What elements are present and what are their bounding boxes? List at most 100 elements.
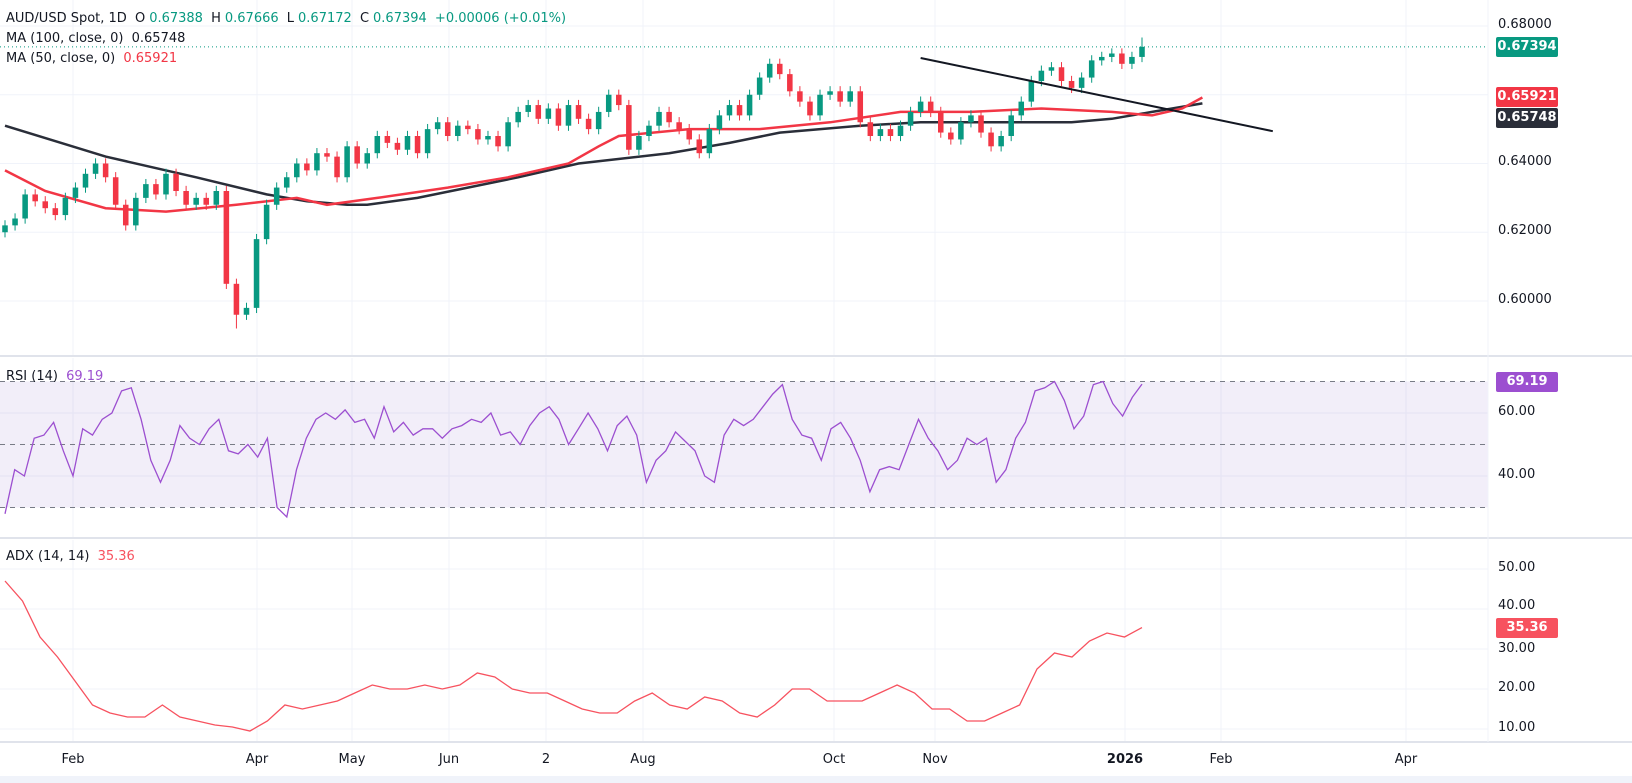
rsi-tick: 40.00: [1498, 467, 1536, 482]
ma100-value: 0.65748: [131, 31, 186, 46]
time-label: Feb: [1209, 752, 1233, 767]
candle-down: [465, 125, 471, 130]
candle-up: [143, 184, 149, 198]
adx-legend[interactable]: ADX (14, 14) 35.36: [6, 547, 139, 567]
candles: [2, 37, 1145, 329]
time-label-year: 2026: [1106, 752, 1144, 767]
candle-down: [112, 177, 119, 205]
low-value: 0.67172: [298, 11, 352, 26]
candle-down: [666, 111, 672, 123]
candle-down: [203, 197, 210, 205]
rsi-band: [0, 46, 1488, 508]
candle-down: [927, 101, 934, 112]
close-label: C: [359, 11, 370, 26]
candle-down: [555, 108, 562, 126]
candle-down: [1119, 53, 1125, 64]
candle-down: [52, 208, 59, 216]
candle-up: [82, 173, 89, 188]
candle-up: [163, 173, 169, 195]
time-label: Oct: [822, 752, 846, 767]
candle-down: [102, 163, 109, 178]
rsi-legend[interactable]: RSI (14) 69.19: [6, 367, 107, 387]
adx-tick: 30.00: [1498, 641, 1536, 656]
candle-up: [907, 111, 914, 126]
candle-down: [1058, 67, 1065, 81]
ma50-line: [4, 96, 1203, 213]
ma50-price-tag: 0.65921: [1496, 87, 1558, 107]
candle-up: [213, 191, 220, 205]
candle-up: [968, 115, 974, 123]
candle-down: [354, 146, 360, 164]
candle-up: [133, 197, 139, 226]
candle-up: [1048, 67, 1055, 71]
candle-up: [716, 115, 723, 130]
candle-up: [2, 225, 8, 233]
candle-down: [32, 194, 38, 202]
candle-up: [1109, 53, 1115, 57]
candle-up: [364, 153, 370, 164]
candle-up: [515, 111, 521, 123]
open-value: 0.67388: [149, 11, 203, 26]
adx-value: 35.36: [97, 549, 135, 564]
ma100-line: [4, 102, 1203, 207]
candle-down: [585, 118, 592, 130]
candle-down: [495, 136, 501, 147]
candle-up: [253, 239, 260, 308]
candle-up: [243, 307, 250, 315]
price-tick: 0.60000: [1498, 292, 1552, 307]
time-label: Apr: [1394, 752, 1418, 767]
candle-down: [777, 63, 783, 75]
candle-up: [72, 187, 79, 198]
candle-down: [978, 115, 984, 133]
candle-up: [605, 94, 612, 112]
candle-up: [706, 129, 713, 154]
candle-up: [525, 105, 531, 112]
candle-up: [1098, 56, 1105, 61]
candle-up: [766, 63, 773, 78]
rsi-tick: 60.00: [1498, 404, 1536, 419]
candle-down: [857, 91, 864, 123]
candle-up: [1038, 70, 1045, 81]
candle-up: [12, 218, 18, 226]
pane-separators[interactable]: [0, 0, 1632, 743]
candle-up: [344, 146, 350, 178]
candle-down: [183, 191, 189, 205]
candle-up: [917, 101, 924, 112]
candle-down: [535, 105, 542, 119]
open-label: O: [134, 11, 146, 26]
candle-up: [636, 136, 642, 150]
time-label: Feb: [61, 752, 85, 767]
ma50-value: 0.65921: [123, 51, 178, 66]
candle-up: [485, 136, 491, 140]
candle-down: [122, 204, 129, 226]
candle-up: [1139, 46, 1145, 57]
candle-up: [505, 122, 511, 147]
candle-up: [455, 125, 461, 136]
adx-tick: 20.00: [1498, 680, 1536, 695]
ma100-legend[interactable]: MA (100, close, 0) 0.65748: [6, 29, 189, 49]
change-value: +0.00006 (+0.01%): [434, 11, 567, 26]
candle-down: [837, 91, 843, 102]
adx-line: [4, 580, 1143, 732]
oscillators: [4, 380, 1143, 732]
price-tick: 0.64000: [1498, 154, 1552, 169]
candle-up: [283, 177, 290, 188]
moving-averages: [4, 96, 1203, 213]
candle-up: [1018, 101, 1025, 116]
trendline[interactable]: [920, 56, 1274, 133]
candle-up: [92, 163, 99, 174]
candle-up: [1078, 77, 1085, 88]
candle-down: [867, 122, 874, 136]
candle-up: [294, 163, 300, 178]
price-tick: 0.68000: [1498, 17, 1552, 32]
ma50-legend[interactable]: MA (50, close, 0) 0.65921: [6, 49, 181, 69]
low-label: L: [286, 11, 295, 26]
candle-down: [686, 129, 692, 140]
candle-up: [646, 125, 652, 136]
candle-up: [273, 187, 280, 205]
time-label: Apr: [245, 752, 269, 767]
candle-up: [424, 129, 431, 154]
candle-down: [988, 132, 994, 147]
candle-down: [1068, 81, 1075, 88]
